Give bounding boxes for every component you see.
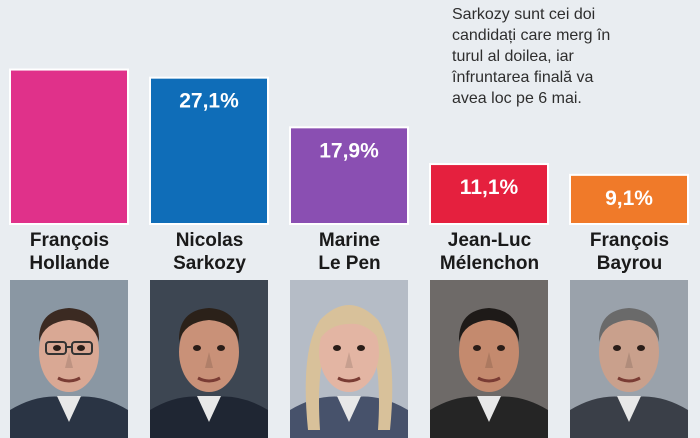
candidate-name-1-line-1: François: [29, 230, 110, 251]
candidate-name-2-line-1: Nicolas: [175, 230, 244, 251]
bar-value-label-2: 27,1%: [179, 90, 239, 113]
bar-value-label-4: 11,1%: [460, 176, 519, 199]
candidate-name-4-line-2: Mélenchon: [439, 253, 540, 274]
bar-value-label-3: 17,9%: [319, 139, 379, 162]
candidate-name-3-line-2: Le Pen: [318, 253, 381, 274]
caption-line: înfruntarea finală va: [452, 69, 594, 86]
bayrou-photo: [570, 280, 688, 438]
bar-value-label-5: 9,1%: [605, 187, 653, 210]
candidate-name-4-line-1: Jean-Luc: [447, 230, 532, 251]
bar-5: [569, 173, 689, 225]
lepen-photo: [290, 280, 408, 438]
bar-4: [429, 163, 549, 225]
caption-line: Sarkozy sunt cei doi: [452, 6, 596, 23]
sarkozy-photo: [150, 280, 268, 438]
candidate-name-2-line-2: Sarkozy: [173, 253, 246, 274]
melenchon-photo: [430, 280, 548, 438]
bar-3: [289, 126, 409, 225]
hollande-photo: [10, 280, 128, 438]
caption-text: Sarkozy sunt cei doi candidați care merg…: [452, 4, 698, 109]
caption-line: avea loc pe 6 mai.: [452, 90, 582, 107]
candidate-name-5-line-1: François: [589, 230, 670, 251]
candidate-name-3-line-1: Marine: [318, 230, 381, 251]
bar-2: [149, 76, 269, 225]
caption-line: turul al doilea, iar: [452, 48, 574, 65]
candidate-name-5-line-2: Bayrou: [596, 253, 663, 274]
bar-1: [9, 68, 129, 225]
candidate-name-1-line-2: Hollande: [29, 253, 110, 274]
caption-line: candidați care merg în: [452, 27, 611, 44]
